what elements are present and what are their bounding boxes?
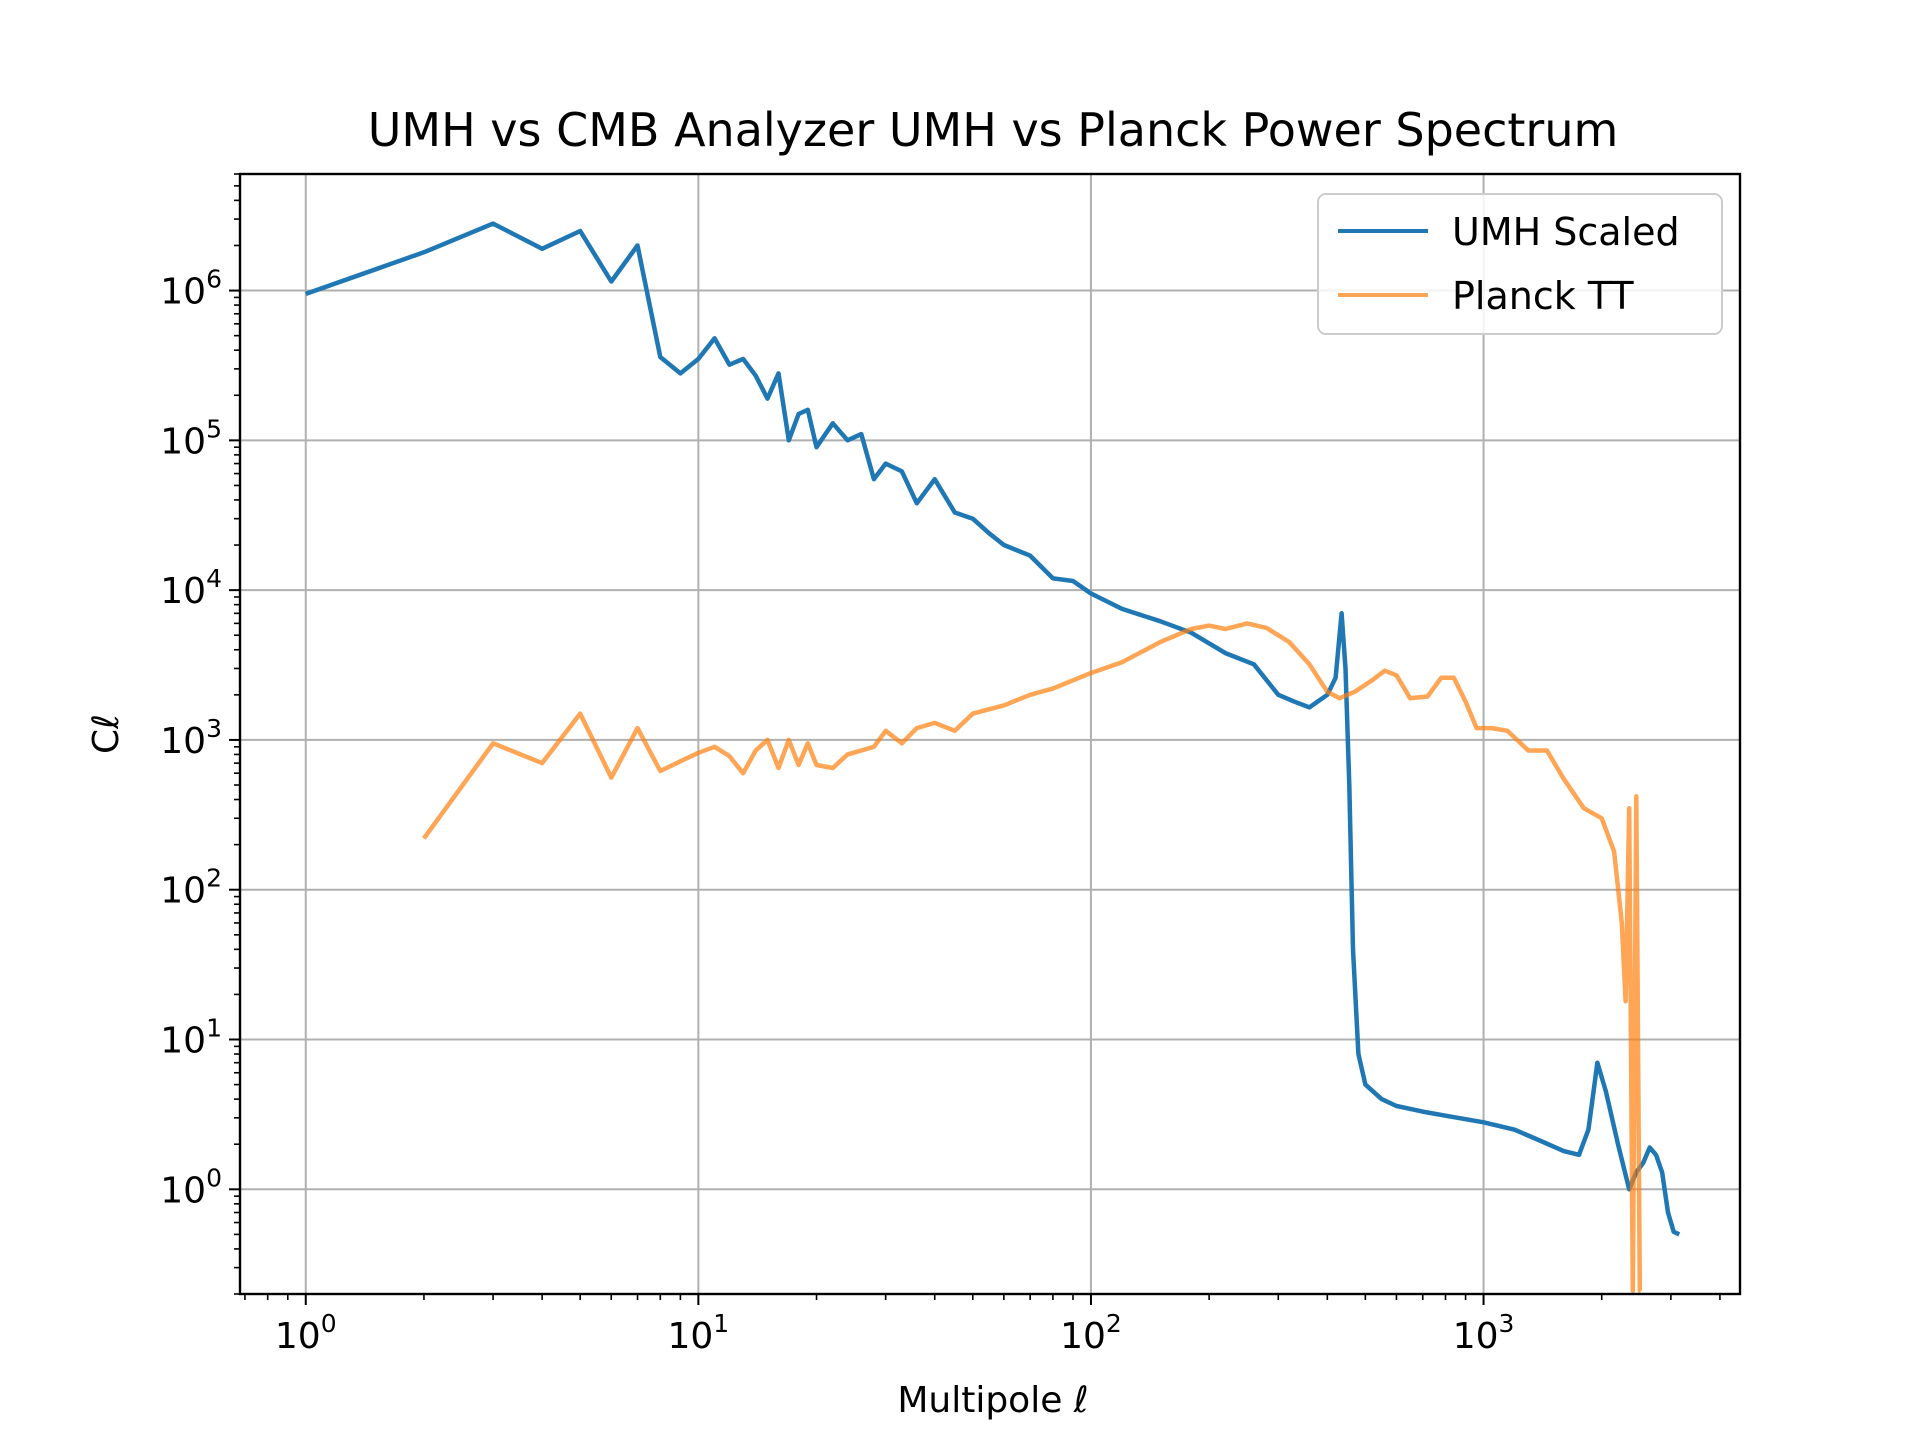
y-tick-label: 101 bbox=[160, 1014, 222, 1062]
y-tick-label: 106 bbox=[160, 265, 222, 313]
chart-title: UMH vs CMB Analyzer UMH vs Planck Power … bbox=[368, 103, 1619, 157]
plot-series bbox=[305, 221, 1681, 1294]
y-axis-label: Cℓ bbox=[86, 714, 127, 754]
y-tick-label: 105 bbox=[160, 414, 222, 462]
x-tick-label: 103 bbox=[1453, 1309, 1515, 1357]
y-tick-base: 10 bbox=[160, 721, 206, 762]
y-tick-label: 100 bbox=[160, 1163, 222, 1211]
x-axis-label: Multipole ℓ bbox=[897, 1380, 1088, 1421]
x-tick-label: 100 bbox=[275, 1309, 337, 1357]
x-tick-exponent: 2 bbox=[1106, 1309, 1122, 1338]
x-tick-label: 101 bbox=[667, 1309, 729, 1357]
series-line-planck-tt bbox=[422, 621, 1643, 1294]
x-tick-base: 10 bbox=[275, 1316, 321, 1357]
y-tick-base: 10 bbox=[160, 1170, 206, 1211]
y-tick-exponent: 6 bbox=[206, 265, 222, 294]
y-tick-exponent: 4 bbox=[206, 564, 222, 593]
y-tick-exponent: 3 bbox=[206, 714, 222, 743]
x-tick-exponent: 1 bbox=[713, 1309, 729, 1338]
y-tick-label: 102 bbox=[160, 864, 222, 912]
y-tick-exponent: 0 bbox=[206, 1163, 222, 1192]
x-tick-label: 102 bbox=[1060, 1309, 1122, 1357]
x-tick-base: 10 bbox=[1060, 1316, 1106, 1357]
y-tick-base: 10 bbox=[160, 871, 206, 912]
series-line-umh-scaled bbox=[305, 221, 1681, 1237]
legend-label-umh: UMH Scaled bbox=[1452, 210, 1680, 254]
axes-frame bbox=[238, 172, 1742, 1296]
y-tick-base: 10 bbox=[160, 1021, 206, 1062]
legend-label-planck: Planck TT bbox=[1452, 274, 1634, 318]
legend: UMH Scaled Planck TT bbox=[1317, 193, 1723, 335]
y-tick-label: 104 bbox=[160, 564, 222, 612]
x-tick-exponent: 3 bbox=[1499, 1309, 1515, 1338]
y-tick-exponent: 2 bbox=[206, 864, 222, 893]
y-tick-base: 10 bbox=[160, 272, 206, 313]
y-tick-exponent: 1 bbox=[206, 1014, 222, 1043]
y-tick-exponent: 5 bbox=[206, 414, 222, 443]
y-tick-label: 103 bbox=[160, 714, 222, 762]
y-tick-base: 10 bbox=[160, 571, 206, 612]
x-tick-base: 10 bbox=[1453, 1316, 1499, 1357]
x-tick-base: 10 bbox=[667, 1316, 713, 1357]
y-tick-base: 10 bbox=[160, 421, 206, 462]
x-tick-exponent: 0 bbox=[321, 1309, 337, 1338]
